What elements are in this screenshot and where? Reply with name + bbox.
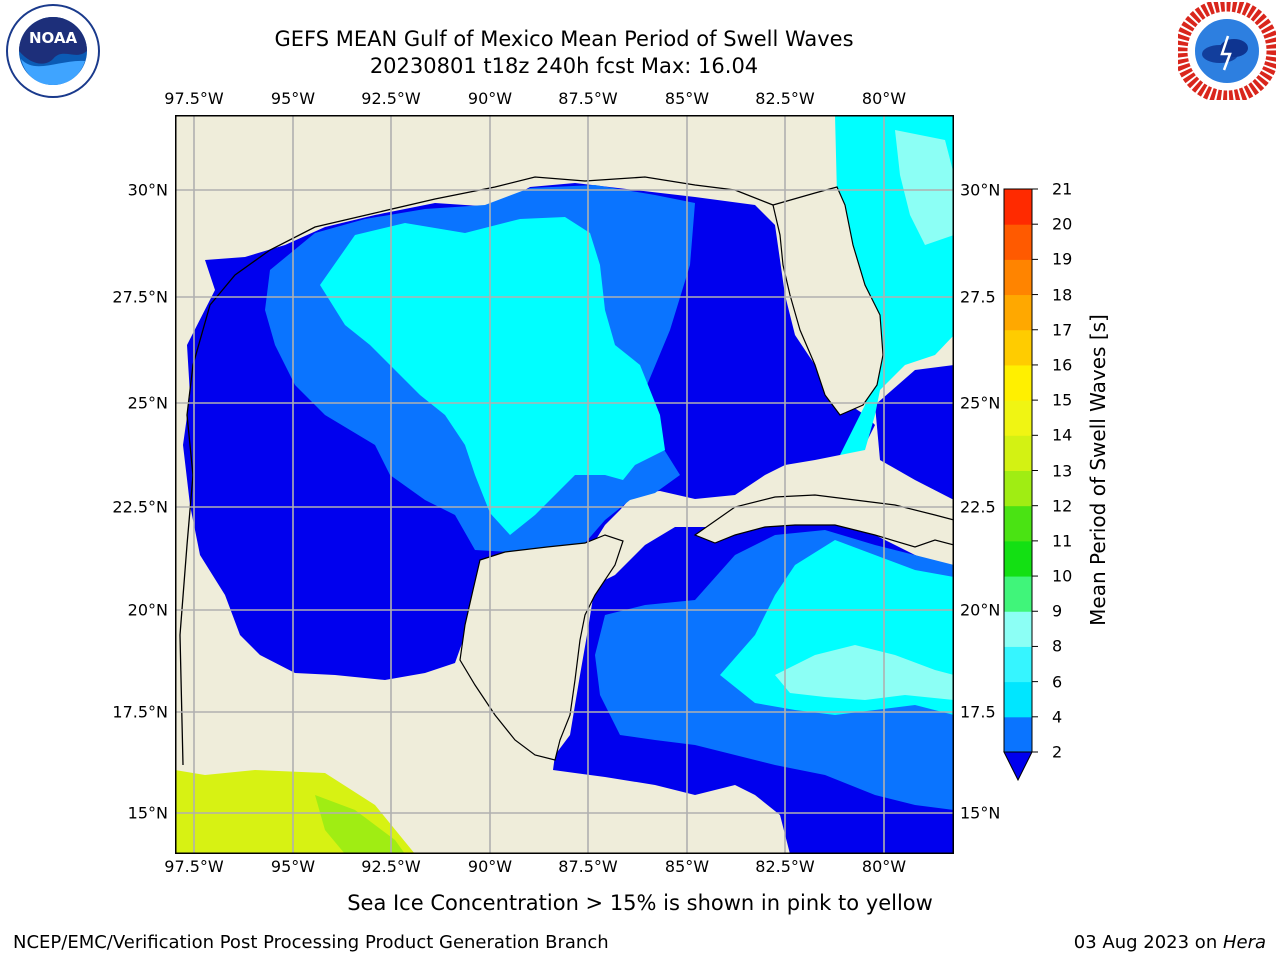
florida-land xyxy=(772,186,884,416)
colorbar-segment xyxy=(1004,611,1032,647)
lat-tick-right: 17.5 xyxy=(960,702,996,722)
gulf-coastline xyxy=(179,176,774,766)
colorbar-segment xyxy=(1004,294,1032,331)
colorbar-tick-label: 2 xyxy=(1052,742,1063,762)
lon-tick-top: 82.5°W xyxy=(755,89,815,108)
pacific-ice-patch-inner xyxy=(315,795,405,854)
colorbar-tick-label: 6 xyxy=(1052,672,1063,692)
colorbar-segment xyxy=(1004,681,1032,718)
map-frame xyxy=(175,115,954,854)
lat-tick-left: 27.5°N xyxy=(112,287,168,307)
colorbar-tick-label: 12 xyxy=(1052,496,1073,516)
colorbar xyxy=(1003,188,1038,782)
svg-text:NOAA: NOAA xyxy=(29,29,78,47)
colorbar-tick-label: 18 xyxy=(1052,285,1073,305)
colorbar-tick-label: 15 xyxy=(1052,390,1073,410)
lat-tick-right: 25°N xyxy=(960,393,1001,413)
lat-tick-left: 30°N xyxy=(127,180,168,200)
nws-logo xyxy=(1174,0,1280,104)
lat-tick-left: 20°N xyxy=(127,600,168,620)
colorbar-segment xyxy=(1004,400,1032,436)
colorbar-segment xyxy=(1004,716,1032,753)
lat-tick-right: 30°N xyxy=(960,180,1001,200)
colorbar-tick-label: 17 xyxy=(1052,320,1073,340)
lat-tick-left: 25°N xyxy=(127,393,168,413)
colorbar-segment xyxy=(1004,329,1032,366)
ice-note: Sea Ice Concentration > 15% is shown in … xyxy=(347,891,933,915)
colorbar-tick-label: 14 xyxy=(1052,425,1073,445)
caribbean-swell-6-8s xyxy=(775,645,954,700)
colorbar-tick-label: 19 xyxy=(1052,249,1073,269)
footer-machine: Hera xyxy=(1222,932,1266,953)
atlantic-swell-low xyxy=(875,365,954,500)
lat-tick-left: 22.5°N xyxy=(112,497,168,517)
colorbar-segment xyxy=(1004,189,1032,225)
lon-tick-top: 85°W xyxy=(664,89,710,108)
colorbar-segment xyxy=(1004,470,1032,507)
colorbar-segment xyxy=(1004,540,1032,577)
footer-date: 03 Aug 2023 on Hera xyxy=(1074,932,1266,953)
colorbar-segment xyxy=(1004,364,1032,401)
map-title: GEFS MEAN Gulf of Mexico Mean Period of … xyxy=(274,27,854,51)
lat-tick-left: 17.5°N xyxy=(112,702,168,722)
atlantic-swell-6-8s xyxy=(895,130,954,245)
colorbar-tick-label: 11 xyxy=(1052,531,1073,551)
colorbar-tick-label: 8 xyxy=(1052,636,1063,656)
lat-tick-right: 20°N xyxy=(960,600,1001,620)
colorbar-segment xyxy=(1004,435,1032,471)
noaa-logo: NOAA xyxy=(5,3,101,99)
graticule xyxy=(175,115,954,854)
lat-tick-right: 15°N xyxy=(960,803,1001,823)
footer-date-text: 03 Aug 2023 on xyxy=(1073,932,1223,953)
lat-tick-right: 22.5 xyxy=(960,497,996,517)
map-panel xyxy=(175,115,954,854)
lon-tick-bottom: 90°W xyxy=(467,857,513,876)
lon-tick-top: 92.5°W xyxy=(361,89,421,108)
map-subtitle: 20230801 t18z 240h fcst Max: 16.04 xyxy=(369,54,759,78)
colorbar-segment xyxy=(1004,646,1032,683)
colorbar-segment xyxy=(1004,576,1032,612)
lon-tick-bottom: 97.5°W xyxy=(164,857,224,876)
colorbar-title: Mean Period of Swell Waves [s] xyxy=(1086,314,1110,626)
colorbar-tick-label: 10 xyxy=(1052,566,1073,586)
lon-tick-bottom: 87.5°W xyxy=(558,857,618,876)
colorbar-tick-label: 16 xyxy=(1052,355,1073,375)
lon-tick-bottom: 92.5°W xyxy=(361,857,421,876)
colorbar-tick-label: 9 xyxy=(1052,601,1063,621)
colorbar-segment xyxy=(1004,259,1032,296)
cuba-land xyxy=(693,494,954,548)
lon-tick-top: 87.5°W xyxy=(558,89,618,108)
colorbar-under-extension xyxy=(1003,751,1033,782)
lon-tick-top: 97.5°W xyxy=(164,89,224,108)
lon-tick-top: 90°W xyxy=(467,89,513,108)
lat-tick-right: 27.5 xyxy=(960,287,996,307)
colorbar-tick-label: 4 xyxy=(1052,707,1063,727)
colorbar-tick-label: 21 xyxy=(1052,179,1073,199)
colorbar-tick-label: 20 xyxy=(1052,214,1073,234)
lat-tick-left: 15°N xyxy=(127,803,168,823)
lon-tick-bottom: 95°W xyxy=(270,857,316,876)
colorbar-tick-label: 13 xyxy=(1052,461,1073,480)
lon-tick-bottom: 85°W xyxy=(664,857,710,876)
lon-tick-top: 95°W xyxy=(270,89,316,108)
yucatan-land xyxy=(459,534,624,761)
lon-tick-bottom: 80°W xyxy=(861,857,907,876)
lon-tick-top: 80°W xyxy=(861,89,907,108)
colorbar-segment xyxy=(1004,505,1032,542)
lon-tick-bottom: 82.5°W xyxy=(755,857,815,876)
footer-credit: NCEP/EMC/Verification Post Processing Pr… xyxy=(13,932,609,953)
colorbar-segment xyxy=(1004,224,1032,260)
